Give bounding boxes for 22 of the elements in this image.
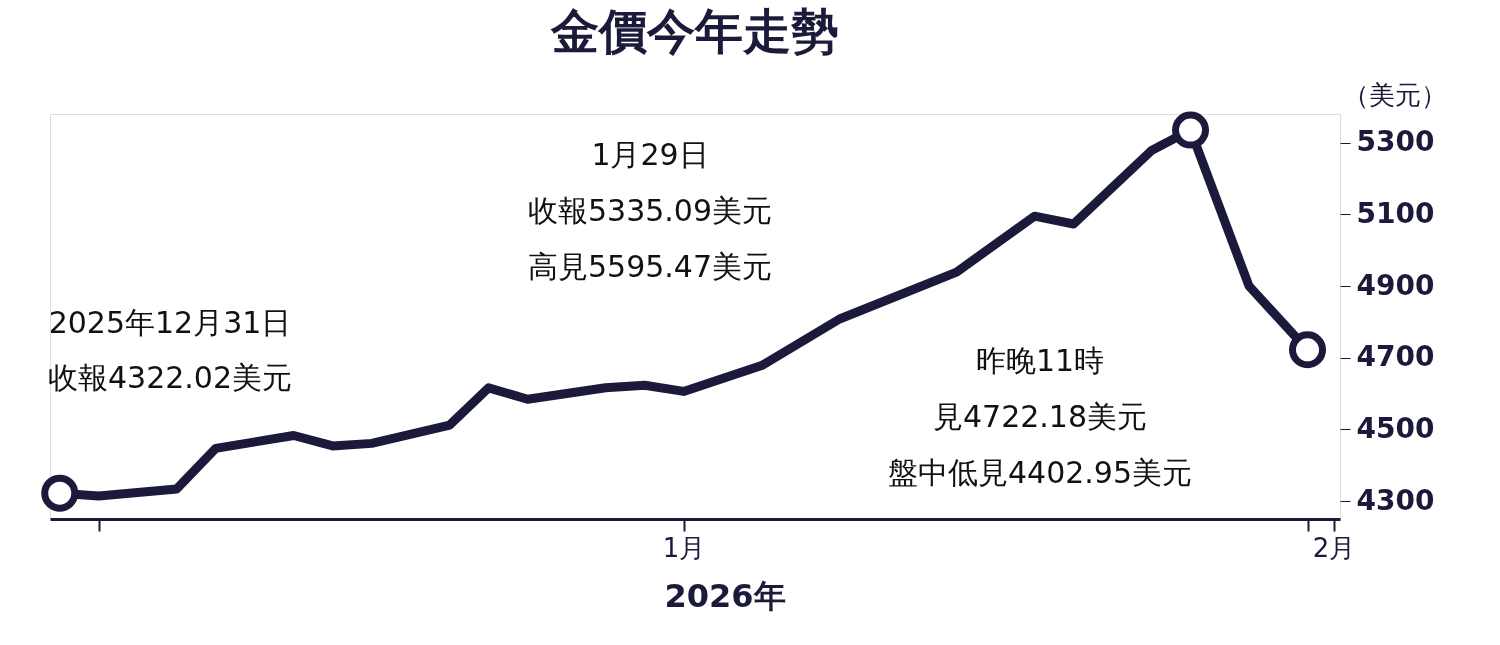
y-tick-label: 5100 <box>1356 196 1435 230</box>
point <box>1289 331 1327 369</box>
annotation: 昨晚11時 <box>975 343 1105 378</box>
annotation: 收報5335.09美元 <box>527 193 773 228</box>
x-tick-label: 1月 <box>662 532 706 563</box>
y-tick-label: 4500 <box>1356 411 1435 445</box>
y-tick-label: 5300 <box>1356 125 1435 159</box>
text: 2026年 <box>664 577 786 615</box>
point <box>1172 111 1210 149</box>
y-tick-label: 4300 <box>1356 483 1435 517</box>
point <box>41 474 79 512</box>
x-tick-label: 2月 <box>1312 532 1356 563</box>
annotation: 盤中低見4402.95美元 <box>887 455 1193 490</box>
annotation: 2025年12月31日 <box>48 305 292 340</box>
y-tick-label: 4900 <box>1356 268 1435 302</box>
annotation: 高見5595.47美元 <box>527 249 773 284</box>
y-axis-title: （美元） <box>1343 80 1447 110</box>
annotation: 1月29日 <box>591 137 709 172</box>
annotation: 收報4322.02美元 <box>47 360 293 395</box>
chart-title: 金價今年走勢 <box>550 3 839 59</box>
annotation: 見4722.18美元 <box>932 399 1148 434</box>
y-tick-label: 4700 <box>1356 340 1435 374</box>
